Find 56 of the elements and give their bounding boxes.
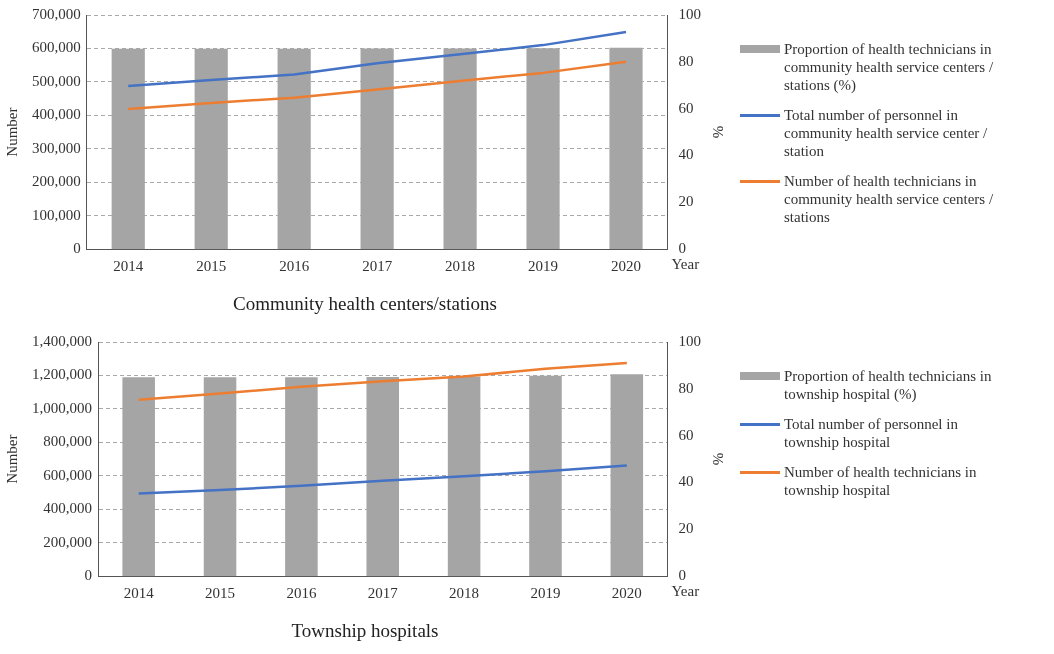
legend-label: Proportion of health technicians in township hospital (%) [784,367,993,403]
y-tick-label: 700,000 [32,5,81,22]
y2-tick-label: 40 [678,146,694,163]
y-tick-label: 600,000 [32,39,81,56]
x-tick-label: 2015 [196,258,227,275]
y-tick-label: 600,000 [43,466,92,483]
y-tick-label: 0 [84,567,92,584]
legend-label: Number of health technicians in township hospital [784,463,978,499]
y-tick-label: 400,000 [32,106,81,123]
y-tick-label: 1,000,000 [32,399,92,416]
x-tick-label: 2016 [279,258,310,275]
y2-tick-label: 80 [678,52,694,69]
x-tick-label: 2014 [123,585,155,602]
x-tick-label: 2020 [611,585,642,602]
x-tick-label: 2018 [445,258,476,275]
x-tick-label: 2015 [205,585,236,602]
x-tick-label: 2017 [362,258,393,275]
x-axis-title: Year [671,582,700,599]
y-axis-title: Number [3,434,20,484]
x-tick-label: 2019 [528,258,559,275]
y-axis-title: Number [3,107,20,157]
y2-tick-label: 100 [678,332,701,349]
legend-label: Number of health technicians in community health service centers / stations [784,172,995,226]
x-tick-label: 2014 [113,258,144,275]
y2-tick-label: 60 [678,99,694,116]
y2-tick-label: 0 [678,240,686,257]
y-tick-label: 200,000 [32,173,81,190]
y2-tick-label: 20 [678,193,694,210]
y2-tick-label: 0 [678,567,686,584]
x-axis-title: Year [671,255,700,272]
y2-tick-label: 100 [678,5,701,22]
y2-axis-title: % [710,452,727,466]
y-tick-label: 300,000 [32,139,81,156]
y-tick-label: 0 [73,240,81,257]
y-tick-label: 800,000 [43,433,92,450]
x-tick-label: 2020 [611,258,642,275]
y-tick-label: 500,000 [32,72,81,89]
y-tick-label: 200,000 [43,533,92,550]
y2-tick-label: 60 [678,426,694,443]
x-tick-label: 2017 [367,585,399,602]
text: Township hospitals [291,619,439,641]
y2-tick-label: 40 [678,473,694,490]
x-tick-label: 2016 [286,585,317,602]
y2-tick-label: 80 [678,379,694,396]
y2-axis-title: % [710,125,727,139]
y-tick-label: 100,000 [32,206,81,223]
text: Community health centers/stations [233,292,497,314]
x-tick-label: 2019 [530,585,561,602]
y-tick-label: 1,200,000 [32,366,92,383]
legend-label: Total number of personnel in township hospital [784,415,959,451]
y2-tick-label: 20 [678,520,694,537]
legend-label: Total number of personnel in community health service center / station [784,106,989,160]
y-tick-label: 400,000 [43,500,92,517]
x-tick-label: 2018 [449,585,480,602]
y-tick-label: 1,400,000 [32,332,92,349]
legend-label: Proportion of health technicians in community health service centers / stations (%) [784,40,995,94]
